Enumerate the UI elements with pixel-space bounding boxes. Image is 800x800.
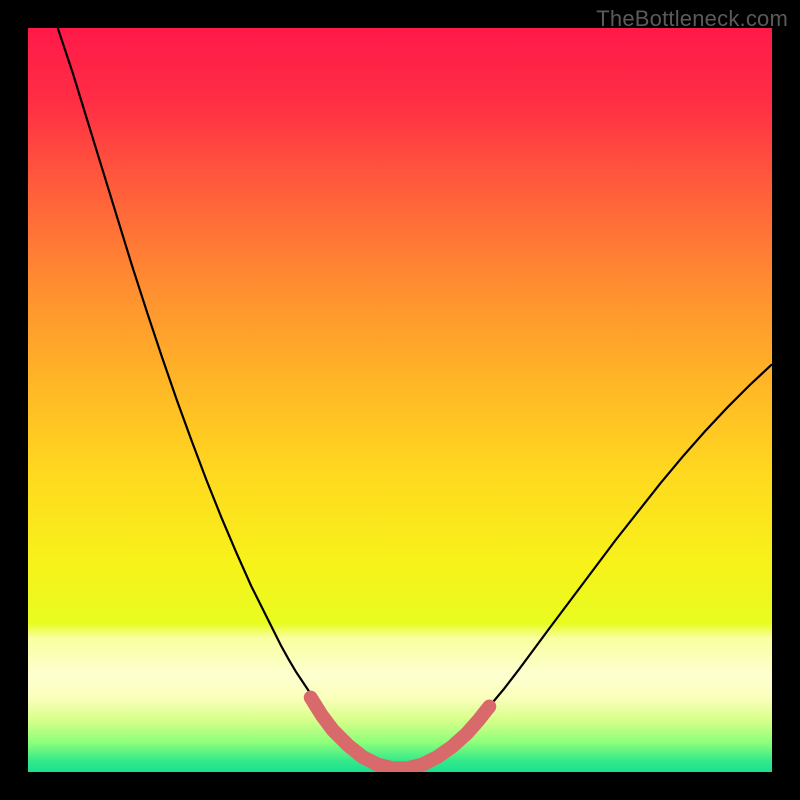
chart-frame: TheBottleneck.com — [0, 0, 800, 800]
chart-svg — [28, 28, 772, 772]
gradient-background — [28, 28, 772, 772]
plot-area — [28, 28, 772, 772]
